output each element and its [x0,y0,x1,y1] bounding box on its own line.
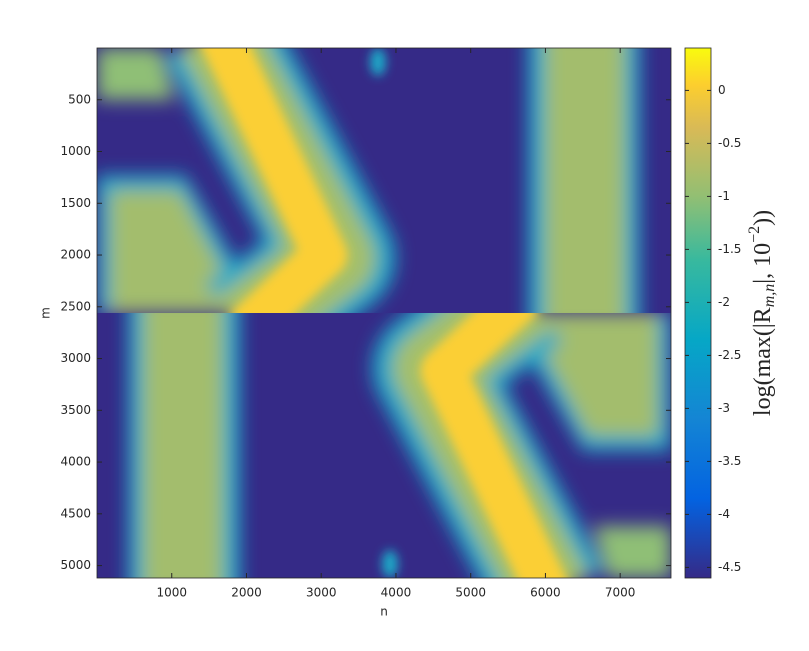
x-axis-label: n [380,605,388,619]
colorbar-tick-label: -1 [718,189,730,203]
y-tick-label: 1500 [60,196,91,210]
y-axis-label: m [39,307,53,319]
y-tick-label: 5000 [60,558,91,572]
heatmap-image [97,30,671,596]
y-tick-label: 500 [68,92,91,106]
x-tick-label: 2000 [231,586,262,600]
y-tick-label: 4500 [60,506,91,520]
axes-box [96,47,672,579]
x-tick-label: 6000 [530,586,561,600]
colorbar-tick-label: -0.5 [718,136,741,150]
label-part: |, 10 [750,243,776,284]
y-tick-label: 1000 [60,144,91,158]
x-tick-label: 1000 [156,586,187,600]
colorbar-tick-label: -1.5 [718,242,741,256]
label-part: log(max(|R [750,307,776,416]
label-part: m,n [761,284,778,308]
x-tick-label: 5000 [455,586,486,600]
colorbar-tick-label: -3 [718,401,730,415]
x-tick-label: 3000 [306,586,337,600]
colorbar-label: log(max(|Rm,n|, 10−2)) [746,210,778,416]
x-tick-label: 7000 [605,586,636,600]
colorbar-tick-label: 0 [718,83,726,97]
y-tick-label: 3000 [60,351,91,365]
colorbar-tick-label: -3.5 [718,454,741,468]
colorbar-tick-label: -2.5 [718,348,741,362]
label-part: −2 [746,226,763,243]
colorbar-tick-label: -4.5 [718,560,741,574]
y-tick-label: 2000 [60,248,91,262]
colorbar-tick-label: -4 [718,507,730,521]
y-tick-label: 3500 [60,403,91,417]
colorbar-tick-label: -2 [718,295,730,309]
colorbar [684,47,712,579]
y-tick-label: 4000 [60,455,91,469]
y-tick-label: 2500 [60,299,91,313]
label-part: )) [750,210,776,226]
x-tick-label: 4000 [381,586,412,600]
